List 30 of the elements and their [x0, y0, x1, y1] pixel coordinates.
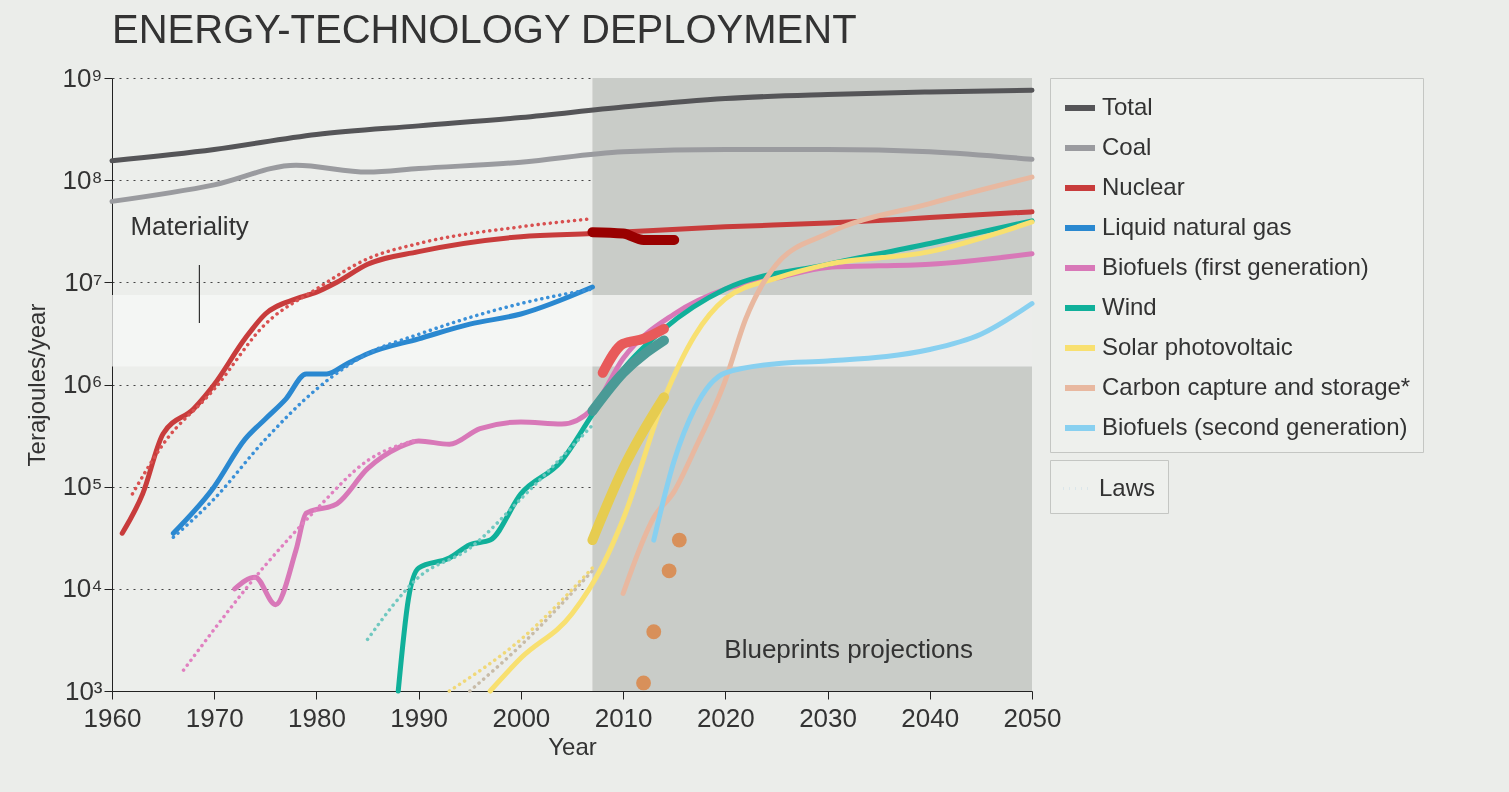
- x-tick-label: 2000: [492, 702, 551, 733]
- y-axis-title: Terajoules/year: [23, 303, 51, 467]
- x-tick-label: 2010: [594, 702, 653, 733]
- x-tick-label: 2050: [1003, 702, 1062, 733]
- legend-label: Carbon capture and storage*: [1102, 373, 1411, 400]
- y-tick-label: 10⁴: [62, 573, 103, 604]
- x-axis-title: Year: [548, 732, 597, 760]
- x-tick-label: 2020: [696, 702, 755, 733]
- legend-label: Solar photovoltaic: [1102, 333, 1293, 360]
- legend-label: Wind: [1102, 293, 1157, 320]
- x-tick-label: 2040: [901, 702, 960, 733]
- legend-label: Total: [1102, 93, 1153, 120]
- y-tick-label: 10⁸: [62, 164, 103, 195]
- y-tick-label: 10⁶: [62, 369, 103, 399]
- x-tick-label: 1970: [185, 702, 244, 733]
- x-tick-label: 1990: [390, 702, 449, 733]
- legend-label: Nuclear: [1102, 173, 1185, 200]
- legend-label: Liquid natural gas: [1102, 213, 1292, 240]
- y-tick-label: 10⁵: [62, 471, 103, 502]
- x-tick-label: 1980: [288, 702, 346, 733]
- legend-label: Biofuels (first generation): [1102, 253, 1369, 280]
- legend-label: Coal: [1102, 133, 1152, 160]
- band-label: Blueprints projections: [724, 634, 973, 664]
- x-tick-label: 2030: [799, 702, 857, 733]
- y-tick-label: 10⁷: [64, 266, 103, 297]
- band-label: Materiality: [130, 211, 249, 242]
- legend-label: Biofuels (second generation): [1102, 413, 1408, 440]
- text: Laws: [1099, 473, 1156, 501]
- y-tick-label: 10⁹: [62, 62, 103, 93]
- chart-title: ENERGY-TECHNOLOGY DEPLOYMENT: [112, 7, 857, 51]
